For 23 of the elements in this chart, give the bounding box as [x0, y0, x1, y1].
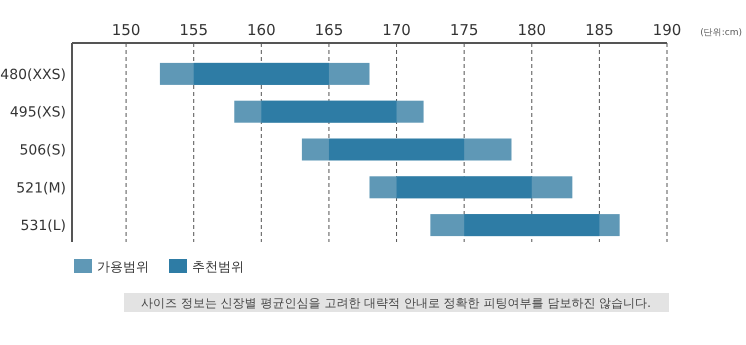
legend-label: 가용범위: [97, 260, 149, 275]
x-tick-label: 170: [382, 21, 411, 39]
x-tick-label: 160: [247, 21, 276, 39]
x-tick-label: 155: [179, 21, 208, 39]
x-tick-label: 150: [112, 21, 140, 39]
bar: [396, 176, 532, 198]
y-tick-label: 521(M): [16, 180, 66, 196]
bar: [194, 62, 329, 85]
y-tick-label: 480(XXS): [0, 66, 66, 83]
y-tick-label: 506(S): [19, 142, 66, 158]
x-tick-label: 185: [585, 21, 614, 39]
legend-label: 추천범위: [192, 260, 244, 275]
x-tick-label: 180: [517, 21, 546, 39]
text: (단위:cm): [700, 28, 742, 38]
x-tick-label: 190: [652, 21, 682, 39]
x-tick-label: 175: [450, 21, 478, 39]
bar: [464, 214, 600, 236]
y-tick-label: 531(L): [20, 218, 66, 234]
bar: [261, 100, 397, 123]
text: 사이즈 정보는 신장별 평균인심을 고려한 대략적 안내로 정확한 피팅여부를 담보하진 않습니다.: [141, 296, 651, 310]
bar: [328, 138, 464, 160]
x-tick-label: 165: [314, 21, 344, 39]
y-tick-label: 495(XS): [10, 104, 66, 121]
